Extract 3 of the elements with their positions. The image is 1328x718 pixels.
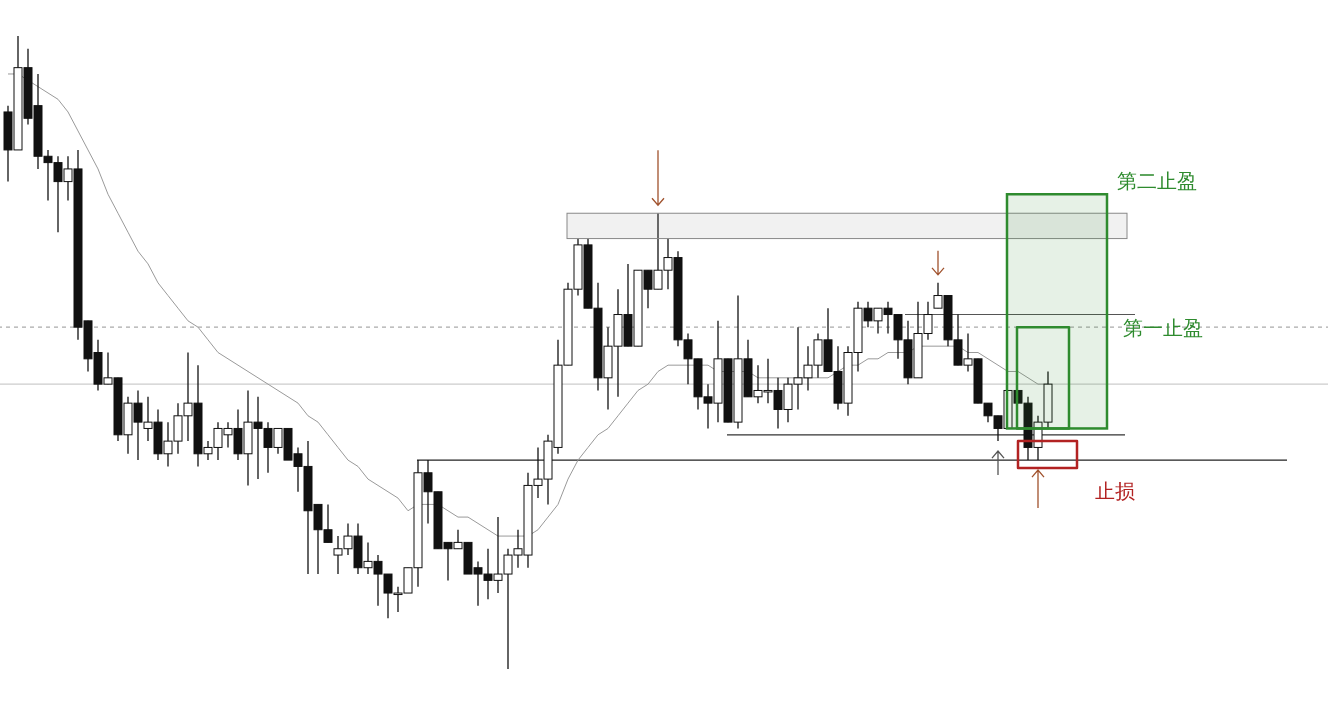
text: 止损 [1095, 479, 1135, 504]
band-label: 第二止盈 [1117, 169, 1197, 194]
annotation: 第一止盈 [1123, 316, 1203, 341]
